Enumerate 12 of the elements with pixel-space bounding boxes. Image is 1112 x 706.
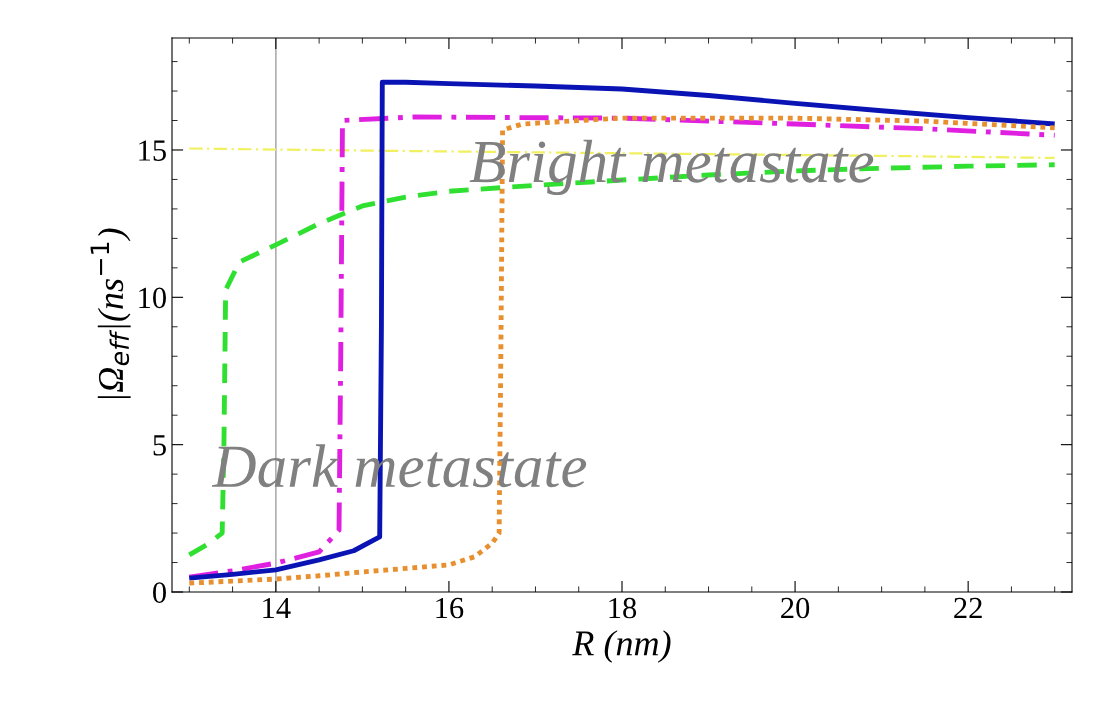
y-tick-label: 0 [153, 582, 166, 603]
x-tick-label: 14 [263, 597, 291, 619]
x-axis-title: R (nm) [572, 630, 671, 663]
annotation: Bright metastate [469, 139, 874, 196]
y-axis-title: |Ω$_{eff}$|(ns$^{−1}$) [90, 228, 131, 399]
y-tick-label: 5 [153, 435, 166, 456]
x-tick-label: 18 [609, 597, 637, 619]
y-tick-label: 10 [139, 287, 166, 309]
x-tick-label: 20 [781, 597, 810, 619]
x-tick-label: 16 [436, 597, 464, 619]
x-tick-label: 22 [954, 597, 982, 619]
y-tick-label: 15 [139, 140, 166, 161]
